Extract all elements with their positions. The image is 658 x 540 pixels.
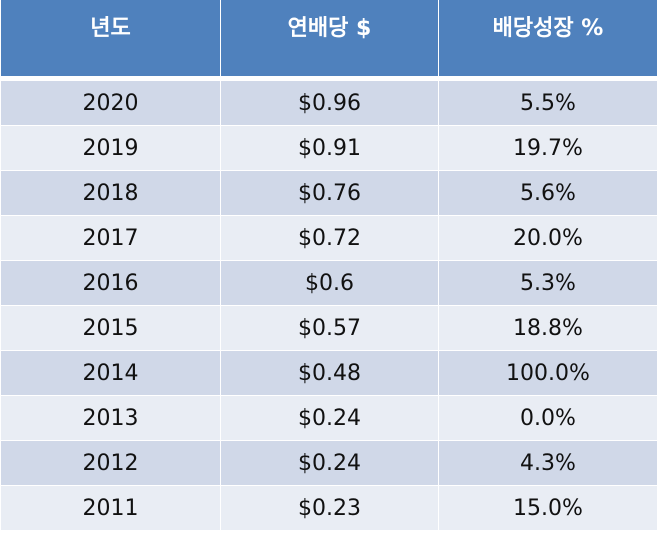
cell-annual-dividend: $0.72 xyxy=(220,215,438,260)
cell-dividend-growth: 0.0% xyxy=(438,395,657,440)
cell-annual-dividend: $0.91 xyxy=(220,125,438,170)
table-row: 2018 $0.76 5.6% xyxy=(1,170,657,215)
cell-dividend-growth: 15.0% xyxy=(438,485,657,530)
cell-year: 2014 xyxy=(1,350,220,395)
cell-dividend-growth: 100.0% xyxy=(438,350,657,395)
cell-dividend-growth: 5.3% xyxy=(438,260,657,305)
cell-annual-dividend: $0.76 xyxy=(220,170,438,215)
table-body: 2020 $0.96 5.5% 2019 $0.91 19.7% 2018 $0… xyxy=(1,80,657,530)
header-annual-dividend: 연배당 $ xyxy=(220,0,438,80)
cell-dividend-growth: 5.5% xyxy=(438,80,657,125)
cell-annual-dividend: $0.24 xyxy=(220,395,438,440)
cell-dividend-growth: 19.7% xyxy=(438,125,657,170)
cell-dividend-growth: 20.0% xyxy=(438,215,657,260)
cell-year: 2019 xyxy=(1,125,220,170)
table-row: 2020 $0.96 5.5% xyxy=(1,80,657,125)
cell-year: 2011 xyxy=(1,485,220,530)
cell-annual-dividend: $0.48 xyxy=(220,350,438,395)
header-dividend-growth: 배당성장 % xyxy=(438,0,657,80)
cell-annual-dividend: $0.24 xyxy=(220,440,438,485)
cell-dividend-growth: 5.6% xyxy=(438,170,657,215)
table-header: 년도 연배당 $ 배당성장 % xyxy=(1,0,657,80)
cell-year: 2018 xyxy=(1,170,220,215)
cell-annual-dividend: $0.57 xyxy=(220,305,438,350)
cell-year: 2020 xyxy=(1,80,220,125)
table-row: 2014 $0.48 100.0% xyxy=(1,350,657,395)
cell-year: 2015 xyxy=(1,305,220,350)
cell-annual-dividend: $0.23 xyxy=(220,485,438,530)
table-row: 2011 $0.23 15.0% xyxy=(1,485,657,530)
table-row: 2017 $0.72 20.0% xyxy=(1,215,657,260)
cell-annual-dividend: $0.96 xyxy=(220,80,438,125)
cell-annual-dividend: $0.6 xyxy=(220,260,438,305)
table-row: 2012 $0.24 4.3% xyxy=(1,440,657,485)
header-year: 년도 xyxy=(1,0,220,80)
table-row: 2016 $0.6 5.3% xyxy=(1,260,657,305)
table-row: 2019 $0.91 19.7% xyxy=(1,125,657,170)
header-row: 년도 연배당 $ 배당성장 % xyxy=(1,0,657,80)
table-row: 2015 $0.57 18.8% xyxy=(1,305,657,350)
dividend-table: 년도 연배당 $ 배당성장 % 2020 $0.96 5.5% 2019 $0.… xyxy=(1,0,657,530)
cell-year: 2012 xyxy=(1,440,220,485)
cell-year: 2013 xyxy=(1,395,220,440)
dividend-table-container: 년도 연배당 $ 배당성장 % 2020 $0.96 5.5% 2019 $0.… xyxy=(1,0,657,530)
cell-year: 2017 xyxy=(1,215,220,260)
cell-dividend-growth: 4.3% xyxy=(438,440,657,485)
cell-dividend-growth: 18.8% xyxy=(438,305,657,350)
table-row: 2013 $0.24 0.0% xyxy=(1,395,657,440)
cell-year: 2016 xyxy=(1,260,220,305)
